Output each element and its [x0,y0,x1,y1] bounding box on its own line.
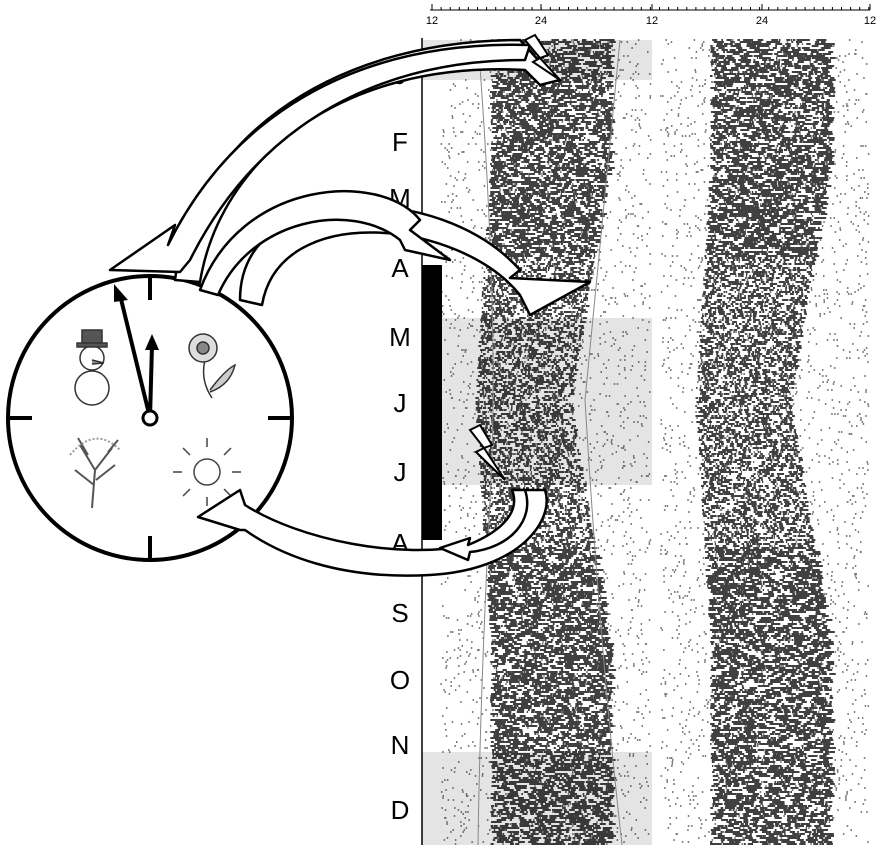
month-label: J [394,457,407,487]
lightning [468,423,506,481]
arrow [438,488,529,562]
actogram [440,39,870,846]
month-label: F [392,127,408,157]
month-label: M [389,322,411,352]
clock-pivot [141,409,159,427]
month-label: N [391,730,410,760]
offset-line [584,39,623,846]
tree-icon [69,437,121,509]
hand-tip [114,284,128,302]
sun-icon [173,438,241,506]
clock [6,274,294,562]
axis-ticks: 12 24 12 24 12 [426,4,876,27]
flower-icon [188,333,237,399]
onset-line [477,39,494,846]
shading [422,40,652,845]
lightning [523,33,561,81]
month-label: D [391,795,410,825]
minute-hand [118,294,152,419]
light-bar [422,265,442,540]
hand-tip [145,334,159,350]
month-label: S [391,598,408,628]
axis-tick-label: 12 [646,15,658,27]
axis-tick-label: 12 [864,15,876,27]
month-label: O [390,665,410,695]
snowman-icon [74,329,110,406]
axis-tick-label: 24 [535,15,547,27]
minor-ticks [431,7,870,10]
month-label: J [394,388,407,418]
hour-hand [148,344,154,419]
arrow [198,189,452,297]
axis-tick-label: 12 [426,15,438,27]
month-label: A [391,253,409,283]
month-labels: JFMAMJJASOND [389,60,411,825]
axis-tick-label: 24 [756,15,768,27]
activity-sparse [440,39,870,845]
